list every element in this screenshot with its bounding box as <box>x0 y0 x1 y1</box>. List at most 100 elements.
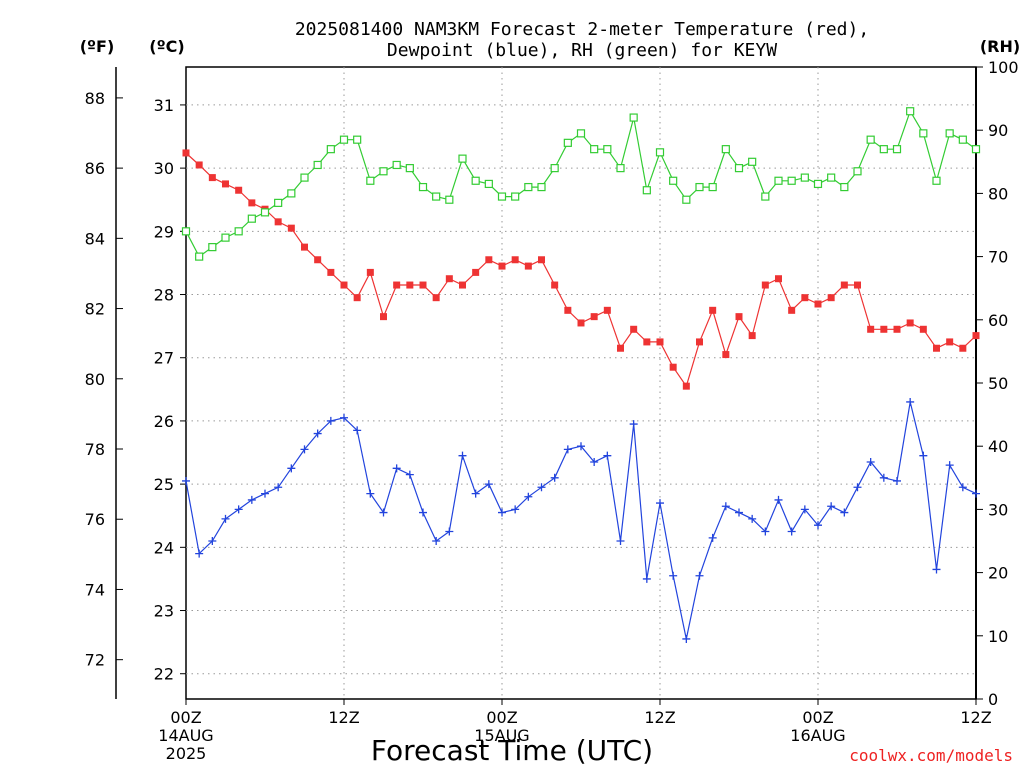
tick-label-fahrenheit: 78 <box>85 440 105 459</box>
tick-label-celsius: 23 <box>154 602 174 621</box>
temperature-point <box>208 174 216 182</box>
dewpoint-point <box>932 565 941 574</box>
dewpoint-point <box>419 508 427 517</box>
dewpoint-point <box>958 483 967 492</box>
dewpoint-point <box>945 461 954 470</box>
dewpoint-point <box>840 508 849 517</box>
rh-point <box>655 148 665 157</box>
dewpoint-point <box>577 442 585 451</box>
tick-label-fahrenheit: 84 <box>85 229 105 248</box>
tick-label-rh: 10 <box>988 627 1008 646</box>
rh-point <box>866 135 875 144</box>
temperature-point <box>867 325 875 333</box>
dewpoint-point <box>853 483 862 492</box>
dewpoint-point <box>616 537 625 545</box>
dewpoint-point <box>721 502 730 511</box>
tick-label-x-date: 16AUG <box>790 726 845 745</box>
temperature-point <box>524 262 532 270</box>
dewpoint-point <box>906 397 915 406</box>
rh-point <box>537 182 546 192</box>
rh-point <box>721 145 730 154</box>
temperature-point <box>235 186 243 194</box>
rh-point <box>432 192 441 201</box>
temperature-point <box>393 281 401 289</box>
tick-label-fahrenheit: 88 <box>85 89 105 108</box>
temperature-point <box>696 338 703 346</box>
rh-point <box>682 195 691 204</box>
temperature-point <box>538 256 545 264</box>
rh-point <box>471 176 480 185</box>
rh-point <box>853 167 862 176</box>
tick-label-rh: 20 <box>988 564 1008 583</box>
rh-point <box>787 176 796 185</box>
tick-label-rh: 100 <box>988 58 1019 77</box>
x-axis-title: Forecast Time (UTC) <box>371 734 653 767</box>
dewpoint-point <box>629 420 638 429</box>
dewpoint-series-line <box>185 401 977 640</box>
temperature-point <box>933 344 940 352</box>
axis-label-rh: (RH) <box>980 37 1020 56</box>
temperature-point <box>551 281 559 289</box>
temperature-point <box>564 306 572 314</box>
dewpoint-point <box>471 489 480 498</box>
tick-label-x-date: 14AUG <box>158 726 213 745</box>
dewpoint-point <box>261 489 269 498</box>
rh-point <box>774 176 783 185</box>
dewpoint-point <box>695 571 704 580</box>
temperature-point <box>248 199 256 207</box>
temperature-point <box>959 344 967 352</box>
dewpoint-point <box>656 499 664 508</box>
rh-point <box>195 252 204 261</box>
rh-point <box>392 160 401 170</box>
rh-point <box>748 157 757 166</box>
tick-label-celsius: 31 <box>154 96 174 115</box>
temperature-point <box>459 281 466 289</box>
dewpoint-point <box>563 445 572 454</box>
rh-point <box>800 173 809 182</box>
dewpoint-point <box>234 505 243 514</box>
tick-label-celsius: 26 <box>154 412 174 431</box>
dewpoint-point <box>340 413 348 422</box>
tick-label-celsius: 29 <box>154 222 174 241</box>
tick-label-celsius: 25 <box>154 475 174 494</box>
temperature-point <box>617 344 624 352</box>
plot-frame <box>185 66 977 700</box>
dewpoint-point <box>300 445 309 454</box>
temperature-point <box>511 256 519 264</box>
rh-point <box>892 145 902 154</box>
tick-label-x-year: 2025 <box>166 744 207 763</box>
temperature-point <box>880 325 888 333</box>
rh-point <box>208 243 217 252</box>
dewpoint-point <box>879 473 888 482</box>
tick-label-fahrenheit: 74 <box>85 580 105 599</box>
temperature-point <box>577 319 585 327</box>
tick-label-rh: 30 <box>988 500 1008 519</box>
temperature-series-line <box>185 152 977 388</box>
rh-point <box>524 182 533 192</box>
temperature-point <box>893 325 901 333</box>
dewpoint-point <box>866 458 875 466</box>
credit-link[interactable]: coolwx.com/models <box>849 746 1013 765</box>
temperature-point <box>301 243 308 251</box>
temperature-point <box>630 325 638 333</box>
rh-point <box>576 129 586 138</box>
dewpoint-point <box>708 533 717 542</box>
dewpoint-point <box>287 464 296 473</box>
dewpoint-point <box>669 571 678 580</box>
rh-point <box>511 192 520 201</box>
temperature-point <box>590 313 598 321</box>
temperature-point <box>340 281 348 289</box>
tick-label-x: 12Z <box>960 708 991 727</box>
tick-label-rh: 60 <box>988 311 1008 330</box>
rh-point <box>840 182 849 192</box>
rh-point <box>326 145 335 154</box>
rh-point <box>379 167 388 176</box>
temperature-point <box>274 218 282 226</box>
tick-label-rh: 80 <box>988 184 1008 203</box>
dewpoint-point <box>827 502 836 511</box>
rh-point <box>287 189 296 198</box>
temperature-point <box>748 332 756 340</box>
rh-point <box>590 145 599 154</box>
